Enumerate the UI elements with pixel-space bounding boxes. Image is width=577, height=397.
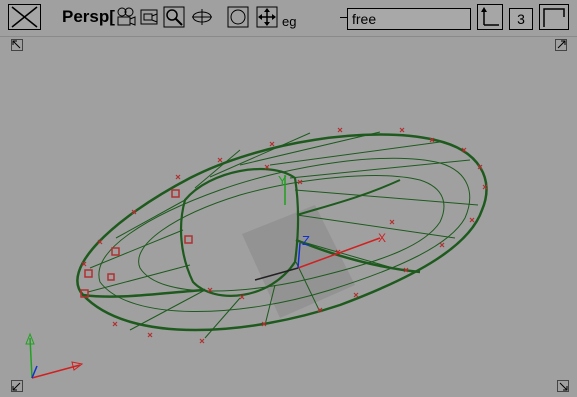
camera-button[interactable] xyxy=(115,6,137,28)
close-view-button[interactable] xyxy=(8,4,41,30)
world-axis-gizmo xyxy=(25,332,84,379)
field-separator xyxy=(340,17,347,18)
track-icon xyxy=(140,9,158,25)
mode-label: eg xyxy=(282,14,297,29)
axis-label-y: Y xyxy=(278,173,287,188)
axis-label-x: X xyxy=(378,231,386,245)
axis-label-z: Z xyxy=(302,233,310,248)
wireframe-model xyxy=(76,131,488,339)
resize-icon xyxy=(555,39,567,51)
resize-icon xyxy=(557,380,569,392)
camera-icon xyxy=(117,7,136,26)
zoom-button[interactable] xyxy=(163,6,185,28)
maximize-button[interactable] xyxy=(539,4,569,30)
orbit-button[interactable] xyxy=(190,6,212,28)
move-button[interactable] xyxy=(256,6,278,28)
resize-icon xyxy=(11,380,23,392)
count-field[interactable]: 3 xyxy=(509,8,533,30)
frame-icon xyxy=(227,6,249,28)
corner-resize-bottom-left[interactable] xyxy=(11,379,23,392)
axis-toggle-button[interactable] xyxy=(477,4,503,30)
move-icon xyxy=(256,6,278,28)
mode-field[interactable]: free xyxy=(347,8,471,30)
axis-toggle-icon xyxy=(481,7,499,26)
view-title: Persp[ xyxy=(62,7,115,26)
corner-resize-top-right[interactable] xyxy=(555,38,567,51)
resize-icon xyxy=(11,39,23,51)
zoom-icon xyxy=(163,6,185,28)
frame-button[interactable] xyxy=(227,6,249,28)
manipulator-axes: Z X Y xyxy=(254,173,386,281)
viewport-toolbar: Persp[ xyxy=(0,0,577,37)
maximize-icon xyxy=(543,8,565,27)
corner-resize-bottom-right[interactable] xyxy=(557,379,569,392)
track-button[interactable] xyxy=(139,6,161,28)
corner-resize-top-left[interactable] xyxy=(11,38,23,51)
cv-boxes xyxy=(80,189,193,298)
viewport-canvas[interactable]: Z X Y xyxy=(0,37,577,394)
orbit-icon xyxy=(192,9,212,25)
close-view-icon xyxy=(11,6,38,28)
